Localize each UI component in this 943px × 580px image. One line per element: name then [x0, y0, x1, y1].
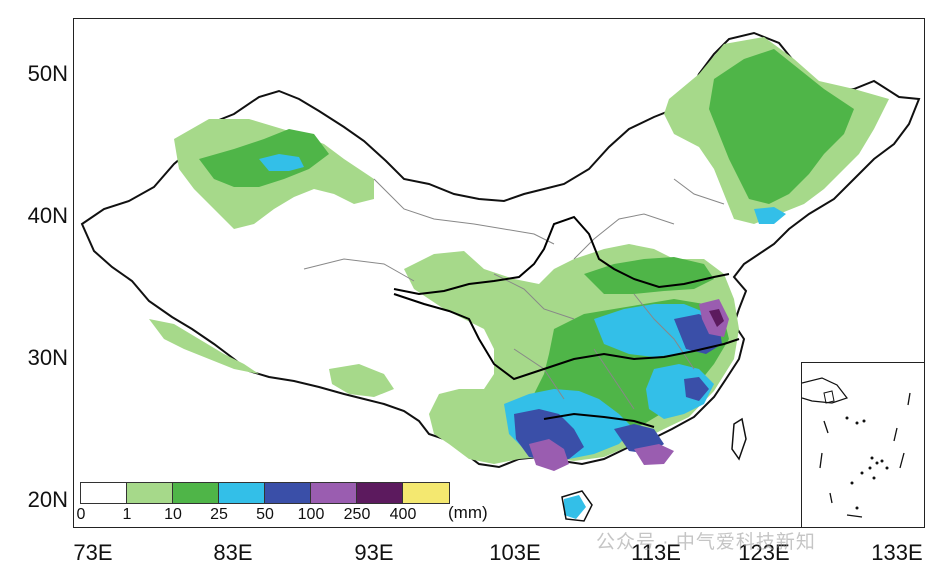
legend-swatch-3 — [219, 483, 265, 503]
legend-swatch-1 — [127, 483, 173, 503]
lon-label-123e: 123E — [738, 540, 790, 565]
legend-tick-1: 1 — [122, 506, 132, 523]
precipitation-map — [80, 31, 921, 522]
legend-tick-0: 0 — [76, 506, 86, 523]
precip-100-250 — [529, 299, 729, 471]
inset-map — [801, 377, 911, 518]
legend-swatch-6 — [357, 483, 403, 503]
lon-label-83e: 83E — [213, 540, 253, 565]
legend-tick-100: 100 — [297, 506, 325, 523]
legend-tick-25: 25 — [210, 506, 228, 523]
legend-tick-400: 400 — [389, 506, 417, 523]
lon-label-133e: 133E — [871, 540, 923, 565]
south-china-sea-inset — [801, 362, 925, 528]
legend-unit: (mm) — [448, 503, 488, 522]
legend-tick-10: 10 — [164, 506, 182, 523]
taiwan-island — [731, 417, 747, 461]
hainan-island — [561, 490, 593, 522]
lon-label-113e: 113E — [631, 540, 681, 565]
watermark-text: 公众号 · 中气爱科技新知 — [596, 532, 816, 553]
precip-250-400 — [709, 309, 724, 327]
legend-swatch-0 — [81, 483, 127, 503]
legend-swatch-4 — [265, 483, 311, 503]
lon-label-93e: 93E — [354, 540, 394, 565]
map-frame — [73, 18, 925, 528]
lat-label-50n: 50N — [27, 61, 68, 86]
legend-swatch-2 — [173, 483, 219, 503]
legend-swatch-7 — [403, 483, 449, 503]
legend-tick-50: 50 — [256, 506, 274, 523]
lat-label-30n: 30N — [27, 345, 68, 370]
lat-label-40n: 40N — [27, 203, 68, 228]
lat-label-20n: 20N — [27, 487, 68, 512]
lon-label-103e: 103E — [489, 540, 541, 565]
legend-swatch-5 — [311, 483, 357, 503]
rivers — [393, 215, 740, 428]
precipitation-legend — [80, 482, 450, 504]
legend-tick-250: 250 — [343, 506, 371, 523]
lon-label-73e: 73E — [73, 540, 113, 565]
